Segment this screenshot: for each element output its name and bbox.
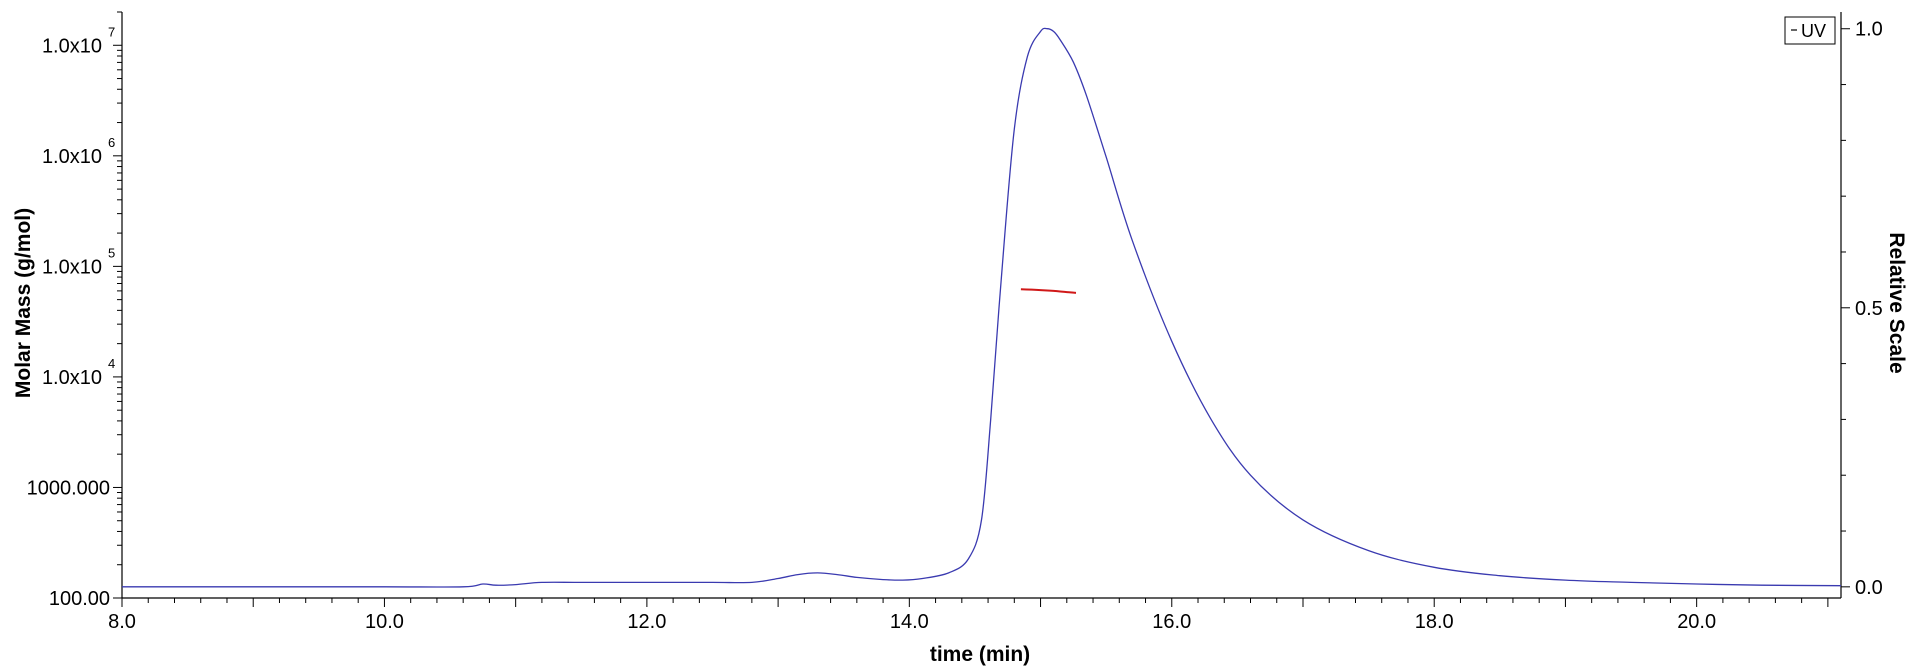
x-tick-label: 16.0 [1152,611,1191,633]
y-right-tick-label: 1.0 [1855,19,1883,41]
y-left-tick-exponent: 4 [108,356,115,371]
x-axis: 8.0 10.0 12.0 14.0 16.0 18.0 20.0 [108,598,1829,633]
y-left-tick-exponent: 7 [108,24,115,39]
y-left-tick-label: 1.0x10 [42,256,102,278]
y-left-tick-label: 1.0x10 [42,367,102,389]
series-layer [122,27,1842,588]
y-left-tick-label: 1000.000 [27,477,110,499]
y-right-tick-label: 0.5 [1855,298,1883,320]
legend: UV [1784,16,1836,45]
y-left-tick-label: 1.0x10 [42,35,102,57]
x-tick-label: 18.0 [1415,611,1454,633]
y-left-tick-exponent: 6 [108,135,115,150]
x-tick-label: 12.0 [627,611,666,633]
y-left-axis-title: Molar Mass (g/mol) [12,208,35,398]
y-left-tick-label: 1.0x10 [42,146,102,168]
x-tick-label: 8.0 [108,611,136,633]
x-tick-label: 14.0 [890,611,929,633]
series-line-molar-mass [1020,288,1077,294]
y-left-axis: 100.00 1000.000 1.0x10 4 1.0x10 5 1.0x10 6 1.0x1… [27,11,122,610]
x-tick-label: 20.0 [1677,611,1716,633]
y-left-tick-label: 100.00 [49,588,110,610]
y-right-axis: 0.0 0.5 1.0 [1841,19,1883,599]
y-left-tick-exponent: 5 [108,245,115,260]
x-tick-label: 10.0 [365,611,404,633]
y-right-tick-label: 0.0 [1855,577,1883,599]
legend-label-uv: UV [1801,21,1826,41]
series-line-uv [122,27,1842,588]
plot-frame [121,12,1842,599]
y-right-axis-title: Relative Scale [1885,232,1908,373]
x-axis-title: time (min) [930,643,1030,666]
